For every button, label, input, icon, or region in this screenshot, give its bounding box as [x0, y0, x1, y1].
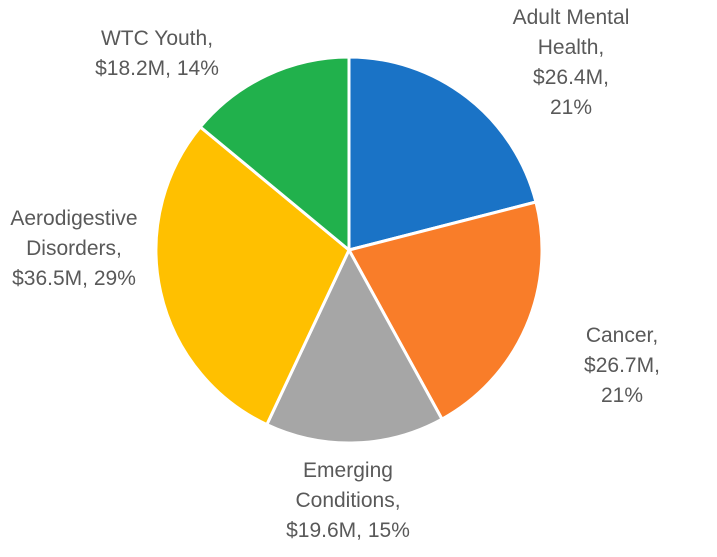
pie-slice-aerodigestive-disorders — [154, 125, 351, 427]
slice-label-wtc-youth: WTC Youth, $18.2M, 14% — [95, 27, 219, 80]
pie-slice-adult-mental-health — [347, 55, 538, 252]
pie-slice-wtc-youth — [198, 55, 351, 252]
pie-slice-cancer — [347, 200, 544, 421]
slice-label-cancer: Cancer, $26.7M, 21% — [584, 324, 660, 407]
slice-label-adult-mental-health: Adult Mental Health, $26.4M, 21% — [512, 6, 630, 119]
pie-slice-emerging-conditions — [265, 248, 444, 445]
slice-label-emerging-conditions: Emerging Conditions, $19.6M, 15% — [286, 459, 410, 542]
slice-label-aerodigestive-disorders: Aerodigestive Disorders, $36.5M, 29% — [10, 207, 138, 290]
